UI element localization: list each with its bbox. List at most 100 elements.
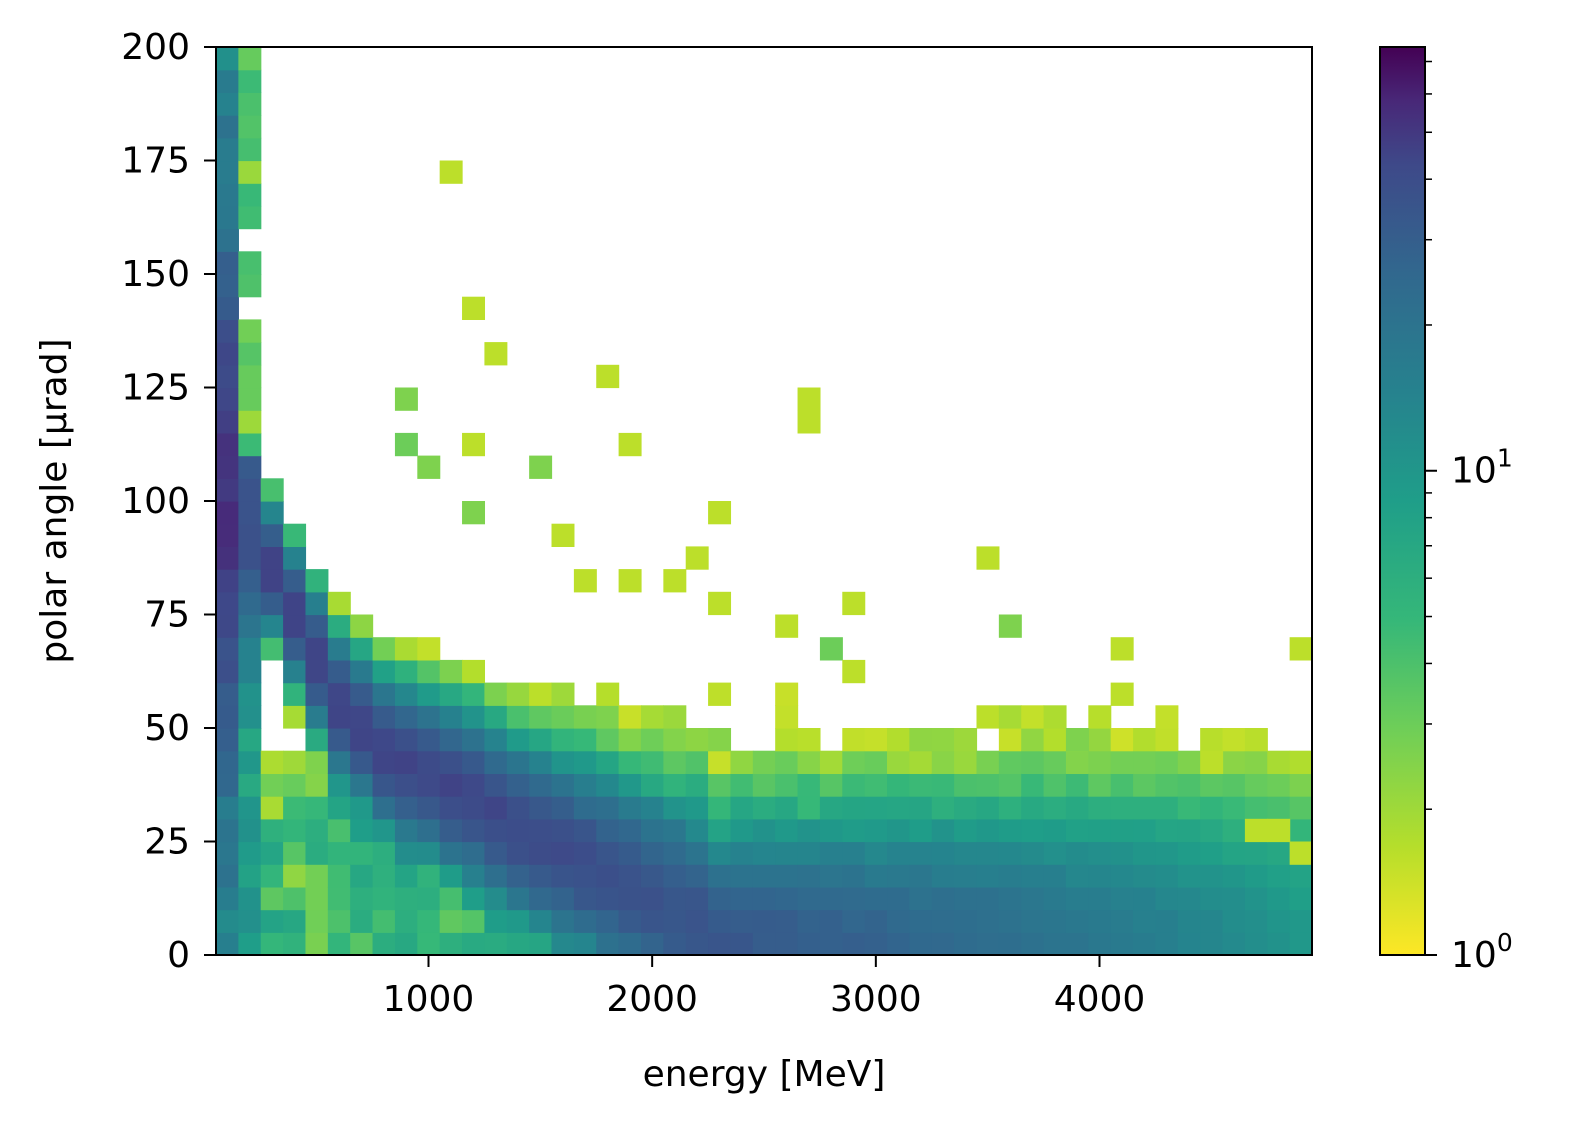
heatmap-cell xyxy=(573,909,597,933)
heatmap-cell xyxy=(1244,864,1268,888)
heatmap-cell xyxy=(931,909,955,933)
heatmap-cell xyxy=(350,637,374,661)
heatmap-cell xyxy=(819,909,843,933)
heatmap-cell xyxy=(305,932,329,956)
heatmap-cell xyxy=(283,546,307,570)
heatmap-cell xyxy=(1244,932,1268,956)
heatmap-cell xyxy=(1244,728,1268,752)
heatmap-cell xyxy=(462,682,486,706)
heatmap-cell xyxy=(372,773,396,797)
heatmap-cell xyxy=(551,750,575,774)
heatmap-cell xyxy=(640,773,664,797)
heatmap-cell xyxy=(618,841,642,865)
heatmap-cell xyxy=(529,682,553,706)
heatmap-cell xyxy=(752,932,776,956)
heatmap-cell xyxy=(551,886,575,911)
heatmap-cell xyxy=(529,796,553,820)
heatmap-cell xyxy=(730,864,754,888)
heatmap-cell xyxy=(1133,750,1157,774)
heatmap-cell xyxy=(484,705,508,729)
colorbar-tick-label: 100 xyxy=(1451,928,1513,976)
heatmap-cell xyxy=(864,864,888,888)
heatmap-cell xyxy=(305,841,329,865)
heatmap-cell xyxy=(327,705,351,729)
heatmap-cell xyxy=(730,818,754,843)
heatmap-cell xyxy=(640,932,664,956)
heatmap-cell xyxy=(1244,773,1268,797)
heatmap-cell xyxy=(327,909,351,933)
heatmap-cell xyxy=(394,659,418,684)
heatmap-cell xyxy=(238,728,262,752)
heatmap-cell xyxy=(1021,728,1045,752)
heatmap-cell xyxy=(775,841,799,865)
heatmap-cell xyxy=(1043,864,1067,888)
heatmap-cell xyxy=(1021,705,1045,729)
heatmap-cell xyxy=(372,728,396,752)
heatmap-cell xyxy=(238,909,262,933)
heatmap-cell xyxy=(1222,818,1246,843)
heatmap-cell xyxy=(216,92,239,116)
heatmap-cell xyxy=(260,864,284,888)
heatmap-cell xyxy=(1133,909,1157,933)
heatmap-cell xyxy=(663,569,687,593)
heatmap-cell xyxy=(1155,705,1179,729)
heatmap-cell xyxy=(350,886,374,911)
heatmap-cell xyxy=(998,818,1022,843)
heatmap-cell xyxy=(887,886,910,911)
heatmap-cell xyxy=(663,728,687,752)
heatmap-cell xyxy=(663,841,687,865)
heatmap-cell xyxy=(216,682,239,706)
heatmap-cell xyxy=(998,796,1022,820)
heatmap-cell xyxy=(394,750,418,774)
heatmap-cell xyxy=(238,319,262,343)
heatmap-cell xyxy=(1065,932,1089,956)
heatmap-cell xyxy=(573,796,597,820)
heatmap-cell xyxy=(394,773,418,797)
heatmap-cell xyxy=(596,818,620,843)
heatmap-cell xyxy=(596,750,620,774)
heatmap-cell xyxy=(350,728,374,752)
heatmap-cell xyxy=(439,705,463,729)
heatmap-cell xyxy=(640,909,664,933)
heatmap-cell xyxy=(216,546,239,570)
heatmap-cell xyxy=(439,728,463,752)
heatmap-cell xyxy=(350,796,374,820)
heatmap-cell xyxy=(1222,841,1246,865)
heatmap-cell xyxy=(551,705,575,729)
heatmap-cell xyxy=(462,841,486,865)
heatmap-cell xyxy=(283,909,307,933)
heatmap-cell xyxy=(954,796,978,820)
heatmap-cell xyxy=(484,750,508,774)
heatmap-cell xyxy=(484,886,508,911)
heatmap-cell xyxy=(439,796,463,820)
heatmap-cell xyxy=(305,796,329,820)
heatmap-cell xyxy=(685,909,709,933)
heatmap-cell xyxy=(1065,841,1089,865)
x-tick-label: 3000 xyxy=(830,979,922,1020)
heatmap-cell xyxy=(976,796,1000,820)
heatmap-cell xyxy=(998,728,1022,752)
heatmap-cell xyxy=(506,909,530,933)
heatmap-cell xyxy=(238,137,262,162)
heatmap-cell xyxy=(216,115,239,139)
heatmap-cell xyxy=(931,932,955,956)
heatmap-cell xyxy=(1110,682,1134,706)
heatmap-cell xyxy=(238,183,262,207)
heatmap-cell xyxy=(1021,818,1045,843)
heatmap-cell xyxy=(238,750,262,774)
heatmap-cell xyxy=(283,750,307,774)
heatmap-cell xyxy=(372,750,396,774)
heatmap-cell xyxy=(260,569,284,593)
heatmap-cell xyxy=(372,818,396,843)
heatmap-cell xyxy=(573,569,597,593)
colorbar-ticks: 100 101 xyxy=(1425,60,1513,976)
heatmap-cell xyxy=(685,546,709,570)
heatmap-cell xyxy=(819,841,843,865)
heatmap-cell xyxy=(1021,886,1045,911)
heatmap-cell xyxy=(394,728,418,752)
heatmap-cell xyxy=(1222,864,1246,888)
heatmap-cell xyxy=(1155,796,1179,820)
heatmap-cell xyxy=(1222,728,1246,752)
heatmap-cell xyxy=(775,682,799,706)
heatmap-cell xyxy=(819,932,843,956)
